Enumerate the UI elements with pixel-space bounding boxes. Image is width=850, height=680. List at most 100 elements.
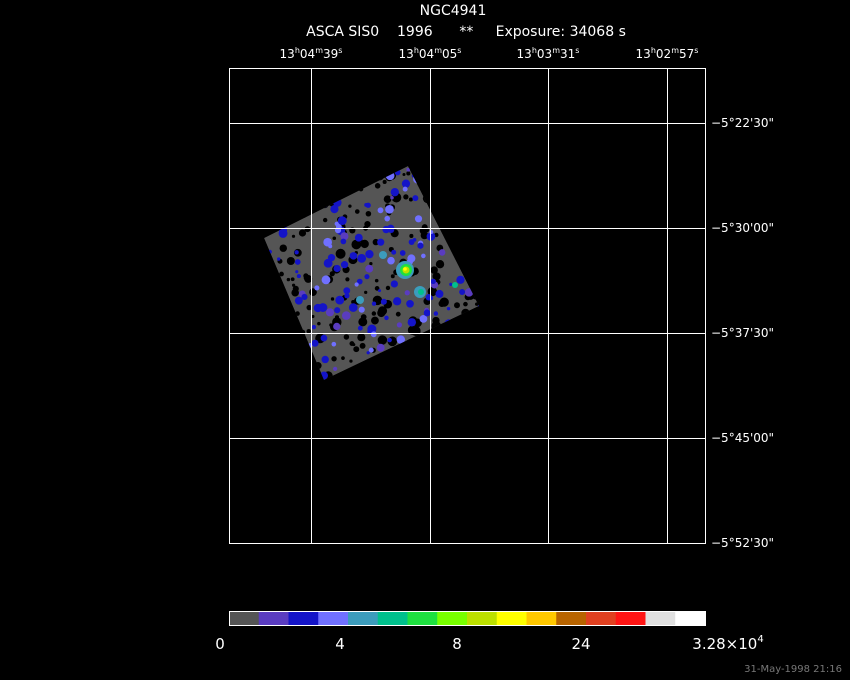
noise-hole [316,166,323,170]
noise-hole [324,183,330,189]
noise-hole [371,316,379,325]
noise-hole [480,237,484,241]
noise-blob [470,354,475,359]
noise-blob [273,208,277,213]
noise-hole [293,182,299,188]
noise-blob [377,238,385,246]
coordinate-grid [229,68,706,544]
noise-blob [412,237,417,242]
dec-label: −5°45'00" [711,431,774,445]
noise-blob [292,204,301,212]
noise-blob [327,254,336,262]
noise-blob [479,218,483,222]
frame [229,68,706,544]
colorbar-swatch [229,611,260,625]
source [452,282,458,288]
colorbar-swatch [496,611,527,625]
noise-blob [324,166,329,169]
noise-blob [384,315,389,321]
noise-hole [375,171,385,181]
noise-hole [432,272,441,281]
noise-hole [415,343,426,354]
noise-blob [298,369,307,378]
noise-blob [382,225,390,234]
noise-blob [433,339,438,345]
noise-blob [264,189,268,196]
colorbar-swatch [407,611,438,625]
noise-blob [433,311,439,316]
noise-blob [313,185,319,191]
noise-blob [380,298,387,305]
noise-blob [349,252,358,260]
noise-hole [360,239,369,249]
noise-hole [412,340,419,347]
noise-hole [304,179,310,185]
noise-hole [471,292,479,300]
noise-hole [376,356,384,364]
noise-hole [284,200,295,211]
noise-blob [342,175,350,182]
source [379,251,387,259]
noise-blob [396,335,406,344]
noise-hole [403,194,409,200]
noise-hole [468,231,476,240]
noise-blob [455,356,463,364]
xray-image [258,157,484,380]
noise-hole [459,230,470,241]
source [356,296,364,304]
colorbar-swatch [556,611,587,625]
noise-blob [443,212,450,219]
noise-hole [357,333,366,342]
noise-blob [323,237,332,247]
noise-blob [267,314,276,323]
noise-hole [445,233,455,243]
noise-blob [469,333,476,340]
noise-blob [296,274,301,279]
noise-hole [471,257,479,266]
colorbar-label-part: 8 [452,635,462,653]
noise-blob [433,166,442,167]
noise-hole [361,179,366,184]
image-background [264,166,479,380]
noise-blob [417,157,423,163]
colorbar-label-part: 0 [215,635,225,653]
noise-hole [420,231,429,240]
noise-blob [295,270,299,274]
timestamp: 31-May-1998 21:16 [744,664,842,675]
ra-label-part: 39 [323,47,338,61]
noise-blob [438,249,446,256]
noise-hole [464,356,471,363]
noise-hole [333,168,338,173]
noise-hole [289,363,293,368]
colorbar-swatch [348,611,379,625]
colorbar-label-part: 4 [335,635,345,653]
noise-blob [335,295,345,305]
noise-blob [403,340,412,349]
noise-hole [288,320,293,325]
noise-blob [464,288,474,297]
noise-blob [344,293,350,299]
noise-hole [335,248,346,259]
ra-label-part: 04 [300,47,315,61]
noise-blob [288,190,295,197]
noise-blob [446,214,450,219]
noise-hole [354,209,360,214]
noise-hole [475,302,479,306]
noise-blob [422,352,428,358]
source [403,267,407,271]
noise-hole [329,271,335,277]
noise-hole [258,188,263,193]
noise-hole [352,343,356,347]
noise-hole [304,363,310,369]
noise-blob [411,173,417,179]
noise-hole [276,315,280,319]
noise-blob [333,264,341,273]
noise-hole [421,224,428,230]
colorbar-swatch [467,611,498,625]
noise-blob [341,159,344,162]
noise-blob [273,158,278,163]
noise-blob [354,233,363,242]
noise-blob [450,335,458,343]
noise-hole [276,360,284,368]
noise-hole [343,334,350,340]
